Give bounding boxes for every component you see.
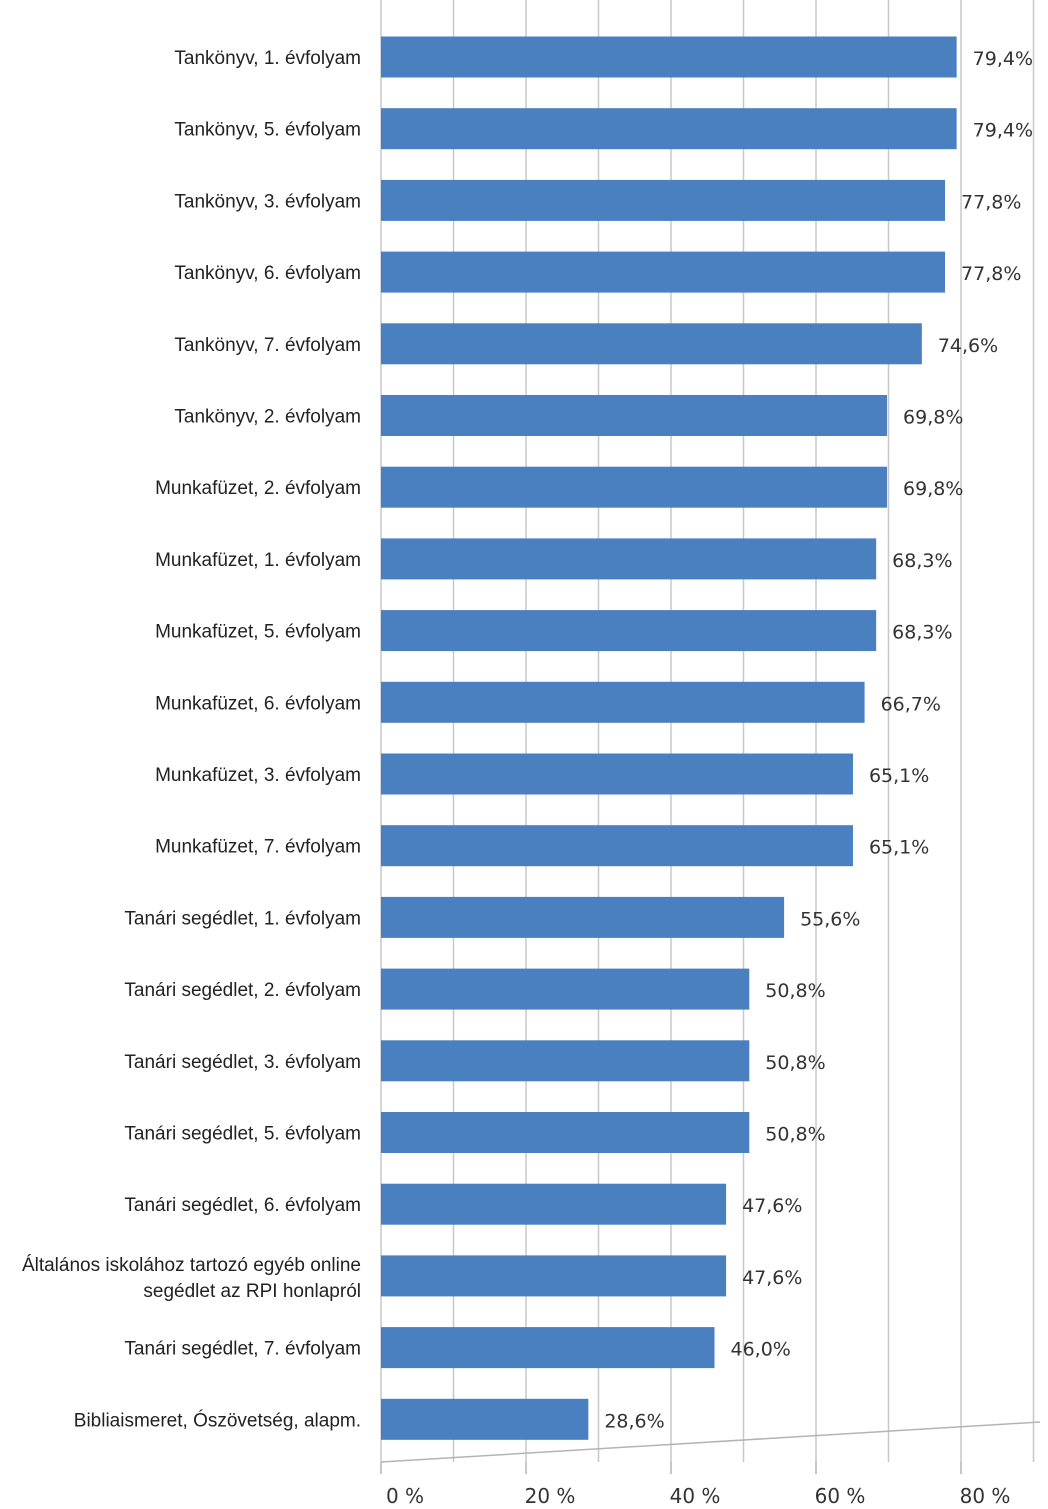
x-axis: 0 % 20 % 40 % 60 % 80 % xyxy=(380,1421,1041,1508)
value-label: 69,8% xyxy=(903,478,963,500)
tick-label: 40 % xyxy=(670,1484,721,1508)
category-label: Munkafüzet, 3. évfolyam xyxy=(155,765,361,786)
bar xyxy=(381,395,888,436)
value-label: 77,8% xyxy=(961,191,1021,213)
category-label: Tankönyv, 1. évfolyam xyxy=(174,48,361,69)
value-label: 65,1% xyxy=(869,765,929,787)
category-label: Tanári segédlet, 7. évfolyam xyxy=(124,1339,361,1360)
value-label: 79,4% xyxy=(973,120,1033,142)
bar xyxy=(381,681,865,723)
category-label: Tanári segédlet, 3. évfolyam xyxy=(124,1052,361,1073)
value-label: 55,6% xyxy=(800,908,860,930)
bar xyxy=(381,1255,727,1297)
bar xyxy=(381,1112,750,1153)
value-label: 66,7% xyxy=(881,693,941,715)
value-label: 50,8% xyxy=(765,980,825,1002)
bar xyxy=(381,1398,589,1440)
category-label: Tankönyv, 5. évfolyam xyxy=(174,120,361,141)
tick-label: 80 % xyxy=(960,1484,1011,1508)
category-label: Tankönyv, 2. évfolyam xyxy=(174,407,361,428)
value-labels: 79,4% 79,4% 77,8% 77,8% 74,6% 69,8% 69,8% 68,3%… xyxy=(604,48,1033,1432)
value-label: 77,8% xyxy=(961,263,1021,285)
bar xyxy=(381,825,853,867)
bar xyxy=(381,1327,715,1369)
category-label: Általános iskolához tartozó egyéb online… xyxy=(22,1255,361,1302)
bar xyxy=(381,753,853,795)
tick-label: 60 % xyxy=(815,1484,866,1508)
bar xyxy=(381,36,957,78)
value-label: 79,4% xyxy=(973,48,1033,70)
category-label: Munkafüzet, 2. évfolyam xyxy=(155,478,361,499)
category-label: Munkafüzet, 6. évfolyam xyxy=(155,693,361,714)
category-label: Tanári segédlet, 6. évfolyam xyxy=(124,1195,361,1216)
bar xyxy=(381,1040,750,1082)
category-label: Munkafüzet, 1. évfolyam xyxy=(155,550,361,571)
category-label: Tanári segédlet, 1. évfolyam xyxy=(124,908,361,929)
value-label: 74,6% xyxy=(938,335,998,357)
category-label: Tanári segédlet, 2. évfolyam xyxy=(124,980,361,1001)
bar xyxy=(381,610,877,652)
category-label: Tankönyv, 3. évfolyam xyxy=(174,191,361,212)
bar xyxy=(381,323,922,365)
value-label: 50,8% xyxy=(765,1124,825,1146)
value-label: 28,6% xyxy=(604,1410,664,1432)
bar xyxy=(381,251,946,293)
bar xyxy=(381,968,750,1010)
value-label: 69,8% xyxy=(903,407,963,429)
bar xyxy=(381,466,888,508)
bar xyxy=(381,896,785,938)
category-label: Munkafüzet, 5. évfolyam xyxy=(155,622,361,643)
value-label: 47,6% xyxy=(742,1195,802,1217)
bar xyxy=(381,1183,727,1225)
category-label: Munkafüzet, 7. évfolyam xyxy=(155,837,361,858)
value-label: 65,1% xyxy=(869,837,929,859)
category-label: Tankönyv, 6. évfolyam xyxy=(174,263,361,284)
tick-label: 0 % xyxy=(386,1484,424,1508)
bar xyxy=(381,108,957,150)
category-label: Bibliaismeret, Ószövetség, alapm. xyxy=(74,1409,361,1431)
value-label: 68,3% xyxy=(892,550,952,572)
tick-label: 20 % xyxy=(525,1484,576,1508)
value-label: 47,6% xyxy=(742,1267,802,1289)
category-labels: Tankönyv, 1. évfolyam Tankönyv, 5. évfoly… xyxy=(22,48,361,1431)
bars xyxy=(381,36,957,1440)
bar xyxy=(381,179,946,221)
gridlines xyxy=(380,0,1035,1462)
category-label: Tanári segédlet, 5. évfolyam xyxy=(124,1124,361,1145)
axis-line xyxy=(380,1421,1041,1463)
value-label: 50,8% xyxy=(765,1052,825,1074)
category-label: Tankönyv, 7. évfolyam xyxy=(174,335,361,356)
bar xyxy=(381,538,877,580)
value-label: 68,3% xyxy=(892,622,952,644)
value-label: 46,0% xyxy=(731,1339,791,1361)
